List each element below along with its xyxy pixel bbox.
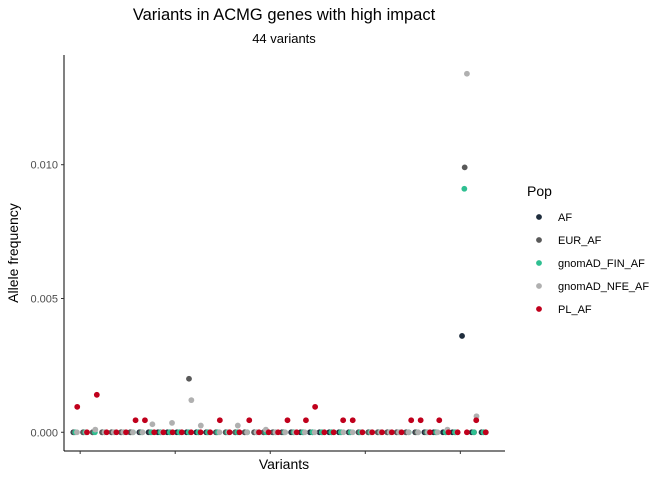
legend-key xyxy=(536,237,542,243)
point-gnomad-nfe-af xyxy=(434,429,441,436)
y-tick-label: 0.005 xyxy=(30,293,58,305)
x-axis-title: Variants xyxy=(259,456,309,472)
point-pl-af xyxy=(226,429,233,436)
point-pl-af xyxy=(113,429,120,436)
legend-label: gnomAD_FIN_AF xyxy=(558,258,645,270)
y-tick-label: 0.000 xyxy=(30,427,58,439)
point-gnomad-fin-af xyxy=(461,185,468,192)
point-pl-af xyxy=(369,429,376,436)
legend-label: AF xyxy=(558,212,572,224)
point-pl-af xyxy=(142,417,148,424)
point-pl-af xyxy=(349,417,356,424)
point-pl-af xyxy=(256,429,262,436)
point-gnomad-nfe-af xyxy=(415,429,421,436)
point-pl-af xyxy=(188,429,195,436)
point-pl-af xyxy=(398,429,405,436)
point-pl-af xyxy=(340,417,347,424)
point-pl-af xyxy=(427,429,433,436)
legend-key xyxy=(536,306,542,312)
point-pl-af xyxy=(160,429,167,436)
point-gnomad-nfe-af xyxy=(311,429,318,436)
point-gnomad-nfe-af xyxy=(349,429,356,436)
point-pl-af xyxy=(482,429,489,436)
point-pl-af xyxy=(123,429,129,436)
point-gnomad-nfe-af xyxy=(244,429,250,436)
point-gnomad-nfe-af xyxy=(92,426,99,433)
point-pl-af xyxy=(169,429,176,436)
legend-key xyxy=(536,260,542,266)
point-pl-af xyxy=(454,429,461,436)
point-eur-af xyxy=(186,375,192,382)
point-pl-af xyxy=(417,417,424,424)
point-pl-af xyxy=(246,417,253,424)
point-pl-af xyxy=(359,429,366,436)
point-af xyxy=(459,333,465,339)
point-pl-af xyxy=(330,429,337,436)
point-gnomad-nfe-af xyxy=(234,422,241,429)
point-gnomad-nfe-af xyxy=(464,70,470,77)
legend-key xyxy=(536,283,542,289)
legend-label: gnomAD_NFE_AF xyxy=(558,281,649,293)
y-tick-label: 0.010 xyxy=(30,160,58,172)
point-pl-af xyxy=(275,429,282,436)
point-gnomad-nfe-af xyxy=(149,421,156,428)
point-pl-af xyxy=(379,429,385,436)
point-eur-af xyxy=(461,164,468,171)
legend: Pop AF EUR_AF gnomAD_FIN_AF gnomAD_NFE_AF PL… xyxy=(527,183,649,316)
point-pl-af xyxy=(132,417,139,424)
point-pl-af xyxy=(207,429,214,436)
point-pl-af xyxy=(293,429,300,436)
legend-label: EUR_AF xyxy=(558,235,602,247)
x-axis-ticks xyxy=(79,451,461,454)
point-gnomad-nfe-af xyxy=(301,429,308,436)
point-pl-af xyxy=(312,403,319,410)
point-pl-af xyxy=(388,429,395,436)
point-gnomad-nfe-af xyxy=(129,429,136,436)
point-pl-af xyxy=(74,403,81,410)
point-pl-af xyxy=(463,429,470,436)
point-pl-af xyxy=(93,391,100,398)
y-axis-ticks: 0.000 0.005 0.010 xyxy=(30,160,64,439)
point-gnomad-fin-af xyxy=(470,429,477,436)
point-pl-af xyxy=(178,429,185,436)
legend-key xyxy=(536,214,542,220)
point-pl-af xyxy=(284,417,291,424)
legend-title: Pop xyxy=(527,183,552,199)
point-pl-af xyxy=(197,429,204,436)
point-gnomad-nfe-af xyxy=(74,429,80,436)
point-pl-af xyxy=(445,429,452,436)
y-axis-title: Allele frequency xyxy=(5,203,21,303)
point-gnomad-nfe-af xyxy=(139,429,146,436)
point-pl-af xyxy=(236,429,243,436)
point-pl-af xyxy=(408,417,415,424)
point-pl-af xyxy=(321,429,328,436)
point-pl-af xyxy=(265,429,272,436)
point-pl-af xyxy=(151,429,158,436)
point-pl-af xyxy=(436,417,443,424)
point-pl-af xyxy=(216,417,223,424)
point-gnomad-nfe-af xyxy=(405,429,412,436)
chart-subtitle: 44 variants xyxy=(252,31,316,46)
data-points xyxy=(70,70,489,436)
point-gnomad-nfe-af xyxy=(197,422,204,429)
point-pl-af xyxy=(473,417,480,424)
point-pl-af xyxy=(103,429,110,436)
point-gnomad-nfe-af xyxy=(282,429,289,436)
chart-title: Variants in ACMG genes with high impact xyxy=(133,6,436,24)
legend-label: PL_AF xyxy=(558,304,592,316)
point-gnomad-nfe-af xyxy=(216,429,223,436)
point-gnomad-nfe-af xyxy=(188,397,195,404)
point-gnomad-nfe-af xyxy=(169,420,175,426)
point-pl-af xyxy=(84,429,90,436)
point-gnomad-nfe-af xyxy=(340,429,347,436)
point-pl-af xyxy=(303,417,309,424)
